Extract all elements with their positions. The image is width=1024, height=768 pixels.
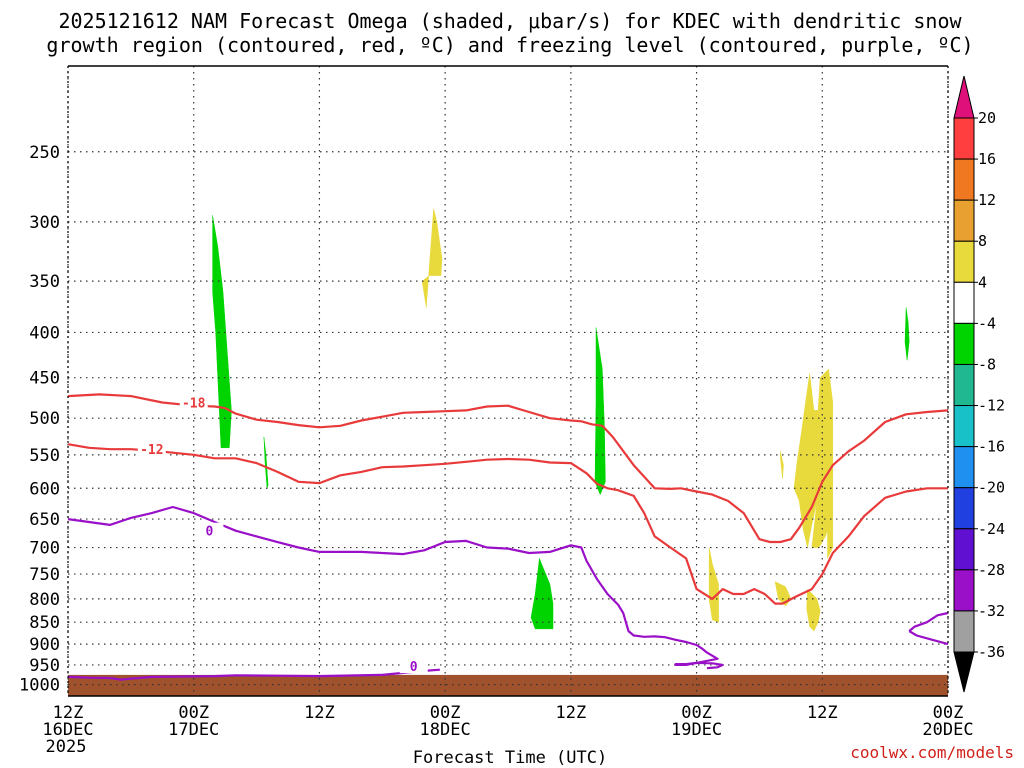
colorbar-bin-5 — [953, 281, 975, 324]
x-tick-label-60-0: 00Z — [681, 703, 712, 723]
y-tick-label-1000: 1000 — [19, 676, 60, 696]
colorbar-bin-1 — [953, 117, 975, 160]
colorbar-bottom-arrow — [953, 651, 975, 693]
colorbar-bin-10 — [953, 487, 975, 530]
contour-label-2: -12 — [140, 443, 163, 458]
omega-shaded-region-2 — [263, 436, 269, 489]
omega-shaded-region-6 — [904, 307, 910, 361]
colorbar-bin-13 — [953, 610, 975, 653]
contour-line-6 — [908, 630, 949, 646]
y-tick-label-650: 650 — [29, 510, 60, 530]
omega-shaded-region-3 — [421, 208, 443, 308]
y-tick-label-900: 900 — [29, 635, 60, 655]
x-tick-label-72-0: 12Z — [807, 703, 838, 723]
colorbar-label-5: 4 — [978, 273, 987, 291]
colorbar-label-11: -24 — [978, 520, 1005, 538]
x-axis-label: Forecast Time (UTC) — [413, 748, 607, 768]
y-tick-label-850: 850 — [29, 613, 60, 633]
site-credit: coolwx.com/models — [850, 743, 1014, 762]
plot-area: -18 -12 0 0 250 300 350 400 450 500 550 600 650 700 75… — [19, 65, 974, 757]
contour-label-bg-3 — [195, 522, 224, 538]
x-tick-label-12-1: 17DEC — [168, 720, 219, 740]
y-tick-label-600: 600 — [29, 479, 60, 499]
y-tick-label-700: 700 — [29, 539, 60, 559]
colorbar-bin-6 — [953, 322, 975, 365]
y-tick-label-450: 450 — [29, 369, 60, 389]
colorbar-bin-11 — [953, 528, 975, 571]
y-tick-label-800: 800 — [29, 590, 60, 610]
colorbar-bin-2 — [953, 158, 975, 201]
y-tick-label-550: 550 — [29, 446, 60, 466]
chart-title-line-2: growth region (contoured, red, ºC) and f… — [46, 33, 973, 57]
colorbar: 20 16 12 8 4 -4 -8 -12 -16 -20 -24 -28 -32 -36 — [953, 75, 1005, 693]
y-tick-label-250: 250 — [29, 143, 60, 163]
y-tick-label-300: 300 — [29, 213, 60, 233]
colorbar-bin-4 — [953, 240, 975, 283]
colorbar-label-6: -4 — [978, 314, 996, 332]
contour-label-3: 0 — [206, 525, 214, 540]
colorbar-bin-7 — [953, 363, 975, 407]
terrain-fill — [68, 674, 948, 696]
omega-shaded-region-5 — [530, 558, 554, 630]
y-tick-label-500: 500 — [29, 409, 60, 429]
colorbar-label-8: -12 — [978, 397, 1005, 415]
contour-label-bg-1 — [179, 394, 208, 410]
contour-line-1 — [67, 393, 949, 544]
omega-shaded-region-7 — [793, 368, 834, 559]
colorbar-bin-8 — [953, 405, 975, 448]
colorbar-bin-9 — [953, 446, 975, 489]
x-tick-label-0-1: 16DEC — [42, 720, 93, 740]
contour-line-2 — [67, 443, 948, 605]
contour-line-5 — [908, 611, 949, 632]
x-tick-label-84-0: 00Z — [933, 703, 964, 723]
omega-shaded-region-11 — [806, 588, 821, 632]
x-tick-label-0-2: 2025 — [46, 737, 87, 757]
x-tick-label-24-0: 12Z — [304, 703, 335, 723]
colorbar-label-3: 12 — [978, 191, 996, 209]
colorbar-bin-3 — [953, 199, 975, 242]
colorbar-label-10: -20 — [978, 479, 1005, 497]
y-tick-label-950: 950 — [29, 656, 60, 676]
colorbar-top-arrow — [953, 75, 975, 119]
colorbar-label-4: 8 — [978, 232, 987, 250]
omega-shaded-region-1 — [212, 215, 232, 449]
x-tick-label-60-1: 19DEC — [671, 720, 722, 740]
x-tick-label-48-0: 12Z — [555, 703, 586, 723]
contour-label-4: 0 — [410, 660, 418, 675]
omega-shaded-region-9 — [708, 547, 719, 623]
plot-background — [68, 66, 948, 696]
contour-line-3 — [67, 505, 724, 670]
x-tick-label-12-0: 00Z — [178, 703, 209, 723]
x-tick-label-36-0: 00Z — [430, 703, 461, 723]
chart-title-line-1: 2025121612 NAM Forecast Omega (shaded, μ… — [58, 9, 962, 33]
y-tick-label-350: 350 — [29, 272, 60, 292]
colorbar-bin-12 — [953, 569, 975, 612]
colorbar-label-14: -36 — [978, 643, 1005, 661]
contour-label-1: -18 — [182, 397, 206, 412]
colorbar-label-2: 16 — [978, 150, 996, 168]
x-tick-label-0-0: 12Z — [53, 703, 84, 723]
x-tick-label-36-1: 18DEC — [420, 720, 471, 740]
contour-label-bg-4 — [399, 658, 428, 674]
omega-shaded-region-10 — [774, 581, 792, 607]
x-tick-label-84-1: 20DEC — [922, 720, 973, 740]
colorbar-label-13: -32 — [978, 602, 1005, 620]
colorbar-label-7: -8 — [978, 355, 996, 373]
colorbar-label-1: 20 — [978, 109, 996, 127]
colorbar-label-12: -28 — [978, 561, 1005, 579]
y-tick-label-750: 750 — [29, 565, 60, 585]
y-tick-label-400: 400 — [29, 323, 60, 343]
colorbar-label-9: -16 — [978, 438, 1005, 456]
contour-label-bg-2 — [137, 441, 166, 457]
omega-shaded-region-8 — [780, 451, 784, 479]
